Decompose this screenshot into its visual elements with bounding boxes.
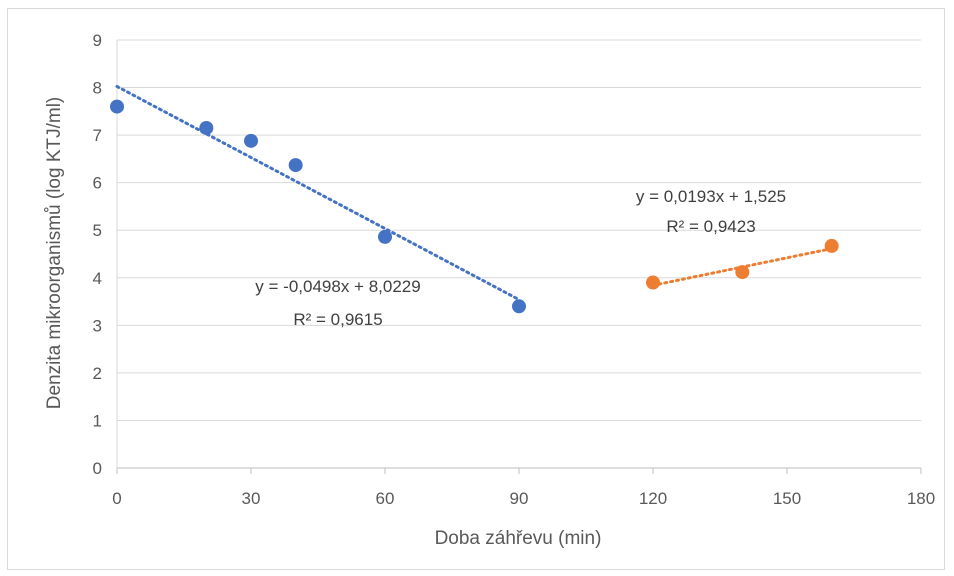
data-point-series-1: [110, 99, 124, 114]
x-tick-label: 120: [639, 489, 667, 508]
chart-frame: [7, 8, 945, 570]
data-point-series-2: [646, 275, 660, 290]
gridlines: [117, 39, 921, 421]
y-axis-title: Denzita mikroorganismů (log KTJ/ml): [44, 97, 65, 410]
x-tick-label: 30: [242, 489, 261, 508]
y-tick-label: 8: [93, 79, 102, 98]
axes: [116, 40, 922, 474]
data-point-series-1: [288, 158, 303, 173]
data-point-series-2: [824, 238, 839, 253]
y-axis-ticks: 0 1 2 3 4 5 6 7 8 9: [93, 31, 102, 478]
x-axis-title: Doba záhřevu (min): [435, 528, 602, 549]
y-tick-label: 7: [93, 126, 102, 145]
trendline-r2-series-1: R² = 0,9615: [293, 310, 382, 329]
data-point-series-1: [199, 120, 214, 135]
data-point-series-1: [244, 133, 258, 148]
y-tick-label: 0: [93, 459, 102, 478]
y-tick-label: 2: [93, 364, 102, 383]
x-tick-label: 0: [112, 489, 121, 508]
trendline-series-1: [115, 84, 521, 302]
data-points: [110, 99, 839, 314]
y-tick-label: 9: [93, 31, 102, 50]
trendline-equation-series-2: y = 0,0193x + 1,525: [636, 187, 786, 206]
trendline-r2-series-2: R² = 0,9423: [666, 217, 755, 236]
y-tick-label: 5: [93, 221, 102, 240]
y-tick-label: 1: [93, 411, 102, 430]
x-tick-label: 60: [376, 489, 395, 508]
x-axis-ticks: 0 30 60 90 120 150 180: [112, 489, 935, 508]
x-tick-label: 90: [510, 489, 529, 508]
x-tick-label: 150: [773, 489, 801, 508]
x-tick-label: 180: [907, 489, 935, 508]
data-point-series-1: [512, 299, 526, 314]
trendline-equation-series-1: y = -0,0498x + 8,0229: [255, 277, 420, 296]
y-tick-label: 6: [93, 174, 102, 193]
y-tick-label: 3: [93, 316, 102, 335]
y-tick-label: 4: [93, 269, 102, 288]
data-point-series-2: [735, 265, 750, 280]
data-point-series-1: [378, 229, 392, 244]
